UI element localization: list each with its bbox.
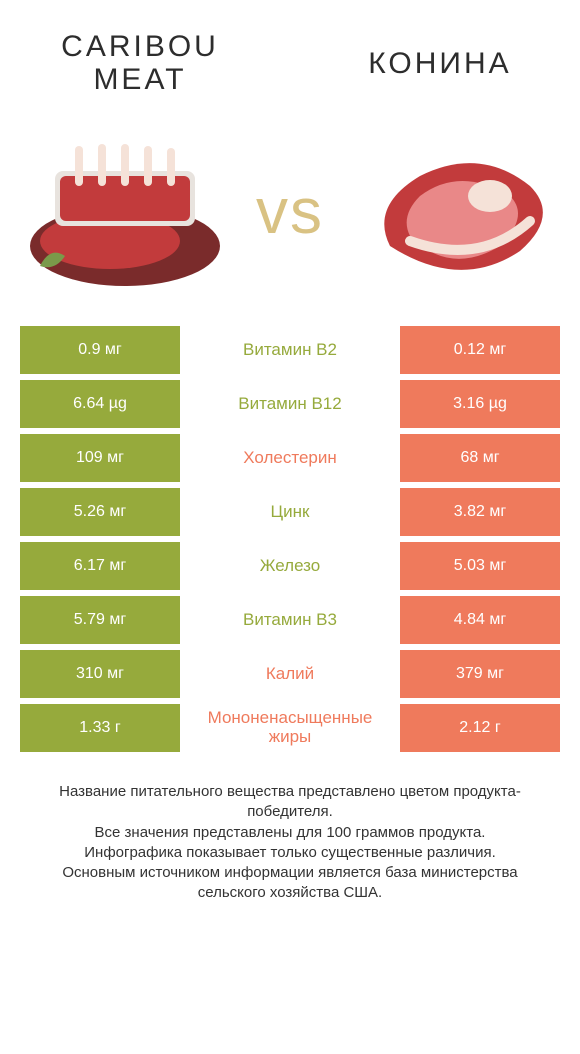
comparison-table: 0.9 мгВитамин B20.12 мг6.64 µgВитамин B1… xyxy=(0,316,580,772)
infographic-root: Caribou meat Конина vs xyxy=(0,0,580,934)
footer-line: Название питательного вещества представл… xyxy=(30,782,550,823)
value-left: 1.33 г xyxy=(20,704,180,752)
value-left: 5.26 мг xyxy=(20,488,180,536)
nutrient-label: Витамин B2 xyxy=(180,326,400,374)
value-right: 379 мг xyxy=(400,650,560,698)
table-row: 0.9 мгВитамин B20.12 мг xyxy=(20,326,560,374)
nutrient-label: Мононенасыщенные жиры xyxy=(180,704,400,752)
table-row: 5.26 мгЦинк3.82 мг xyxy=(20,482,560,536)
value-right: 68 мг xyxy=(400,434,560,482)
footer-line: Основным источником информации является … xyxy=(30,863,550,904)
table-row: 310 мгКалий379 мг xyxy=(20,644,560,698)
nutrient-label: Витамин B3 xyxy=(180,596,400,644)
value-right: 5.03 мг xyxy=(400,542,560,590)
nutrient-label: Витамин B12 xyxy=(180,380,400,428)
value-left: 6.64 µg xyxy=(20,380,180,428)
horse-meat-icon xyxy=(350,126,560,296)
table-row: 5.79 мгВитамин B34.84 мг xyxy=(20,590,560,644)
value-right: 3.16 µg xyxy=(400,380,560,428)
nutrient-label: Цинк xyxy=(180,488,400,536)
titles-row: Caribou meat Конина xyxy=(0,0,580,106)
value-left: 0.9 мг xyxy=(20,326,180,374)
value-right: 2.12 г xyxy=(400,704,560,752)
value-right: 0.12 мг xyxy=(400,326,560,374)
value-left: 5.79 мг xyxy=(20,596,180,644)
value-left: 6.17 мг xyxy=(20,542,180,590)
table-row: 1.33 гМононенасыщенные жиры2.12 г xyxy=(20,698,560,752)
product-image-right xyxy=(350,126,560,296)
footer-line: Все значения представлены для 100 граммо… xyxy=(30,823,550,843)
table-row: 6.64 µgВитамин B123.16 µg xyxy=(20,374,560,428)
vs-label: vs xyxy=(256,174,324,248)
footer-line: Инфографика показывает только существенн… xyxy=(30,843,550,863)
title-left: Caribou meat xyxy=(30,30,250,96)
value-right: 3.82 мг xyxy=(400,488,560,536)
footer-notes: Название питательного вещества представл… xyxy=(0,772,580,934)
hero-row: vs xyxy=(0,106,580,316)
product-image-left xyxy=(20,126,230,296)
nutrient-label: Железо xyxy=(180,542,400,590)
value-left: 109 мг xyxy=(20,434,180,482)
title-right: Конина xyxy=(330,47,550,80)
nutrient-label: Холестерин xyxy=(180,434,400,482)
nutrient-label: Калий xyxy=(180,650,400,698)
caribou-meat-icon xyxy=(20,126,230,296)
value-right: 4.84 мг xyxy=(400,596,560,644)
table-row: 6.17 мгЖелезо5.03 мг xyxy=(20,536,560,590)
table-row: 109 мгХолестерин68 мг xyxy=(20,428,560,482)
value-left: 310 мг xyxy=(20,650,180,698)
